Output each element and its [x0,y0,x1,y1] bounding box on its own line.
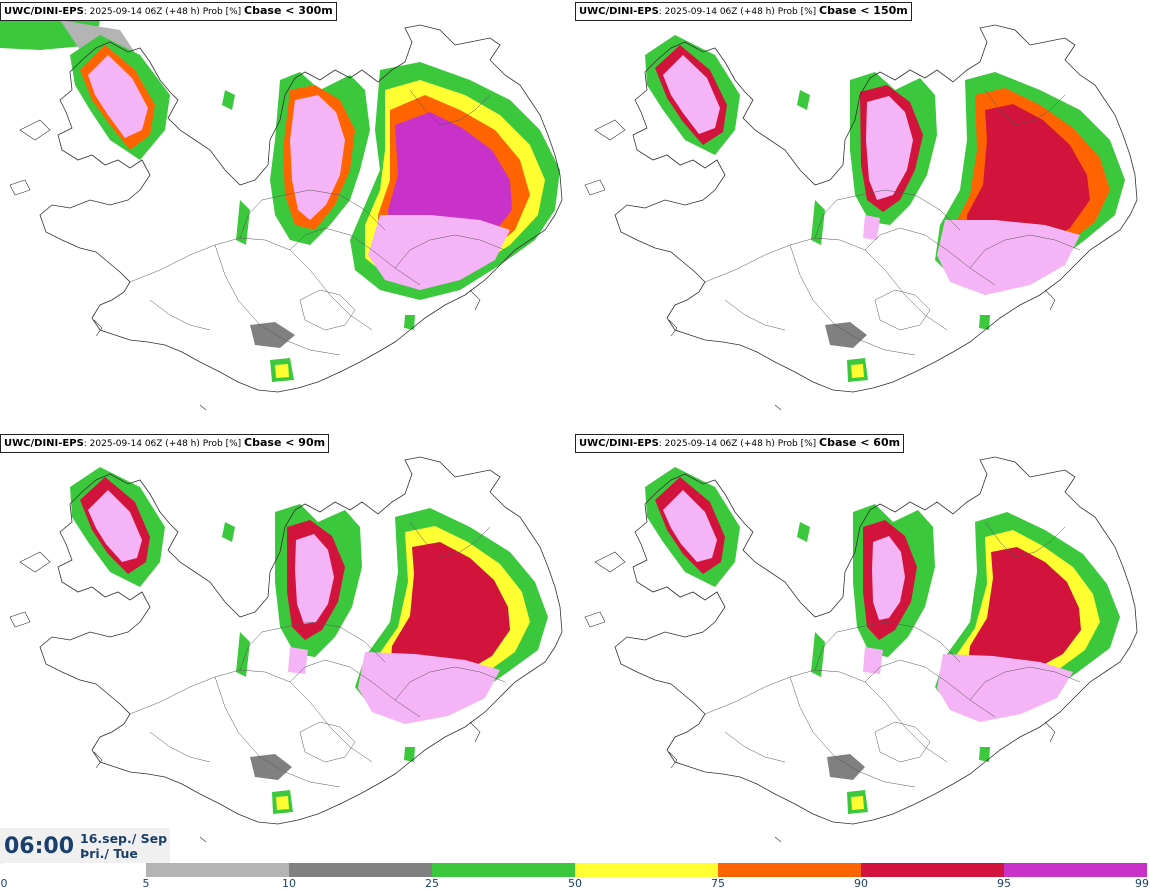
valid-date: 16.sep./ Sep [80,831,168,846]
colorbar-tick-label: 90 [854,877,868,890]
probability-map [584,456,1138,843]
colorbar-segment [718,863,861,877]
probability-contours [0,15,560,382]
model-name: UWC/DINI-EPS [579,438,659,449]
map-panel-cbase-90m: UWC/DINI-EPS: 2025-09-14 06Z (+48 h) Pro… [0,432,575,862]
probability-map [584,24,1138,411]
probability-contours [70,467,548,814]
cloud-base-threshold: Cbase < 150m [819,4,908,17]
colorbar-tick-label: 25 [425,877,439,890]
colorbar-segment [1004,863,1147,877]
map-panel-cbase-150m: UWC/DINI-EPS: 2025-09-14 06Z (+48 h) Pro… [575,0,1150,430]
colorbar-tick-label: 5 [142,877,150,890]
model-name: UWC/DINI-EPS [579,6,659,17]
probability-map [0,15,563,411]
colorbar-segment [3,863,146,877]
probability-map [9,456,563,843]
model-name: UWC/DINI-EPS [4,438,84,449]
colorbar-tick-label: 0 [0,877,8,890]
panel-title: UWC/DINI-EPS: 2025-09-14 06Z (+48 h) Pro… [575,2,912,21]
colorbar-segment [861,863,1004,877]
valid-weekday: Þri./ Tue [80,846,138,861]
colorbar-segment [289,863,432,877]
colorbar-segment [432,863,575,877]
map-panel-cbase-60m: UWC/DINI-EPS: 2025-09-14 06Z (+48 h) Pro… [575,432,1150,862]
run-info: : 2025-09-14 06Z (+48 h) Prob [%] [658,7,817,17]
colorbar-tick-label: 50 [568,877,582,890]
panel-title: UWC/DINI-EPS: 2025-09-14 06Z (+48 h) Pro… [575,434,905,453]
probability-contours [645,35,1125,382]
probability-colorbar [0,863,1150,877]
colorbar-tick-label: 99 [1135,877,1149,890]
cloud-base-threshold: Cbase < 60m [819,436,901,449]
colorbar-segment [575,863,718,877]
valid-time-clock: 06:00 [4,834,75,859]
cloud-base-threshold: Cbase < 300m [244,4,333,17]
run-info: : 2025-09-14 06Z (+48 h) Prob [%] [83,7,242,17]
model-name: UWC/DINI-EPS [4,6,84,17]
cloud-base-threshold: Cbase < 90m [244,436,326,449]
panel-title: UWC/DINI-EPS: 2025-09-14 06Z (+48 h) Pro… [0,434,330,453]
panel-title: UWC/DINI-EPS: 2025-09-14 06Z (+48 h) Pro… [0,2,337,21]
run-info: : 2025-09-14 06Z (+48 h) Prob [%] [658,439,817,449]
run-info: : 2025-09-14 06Z (+48 h) Prob [%] [83,439,242,449]
colorbar-tick-label: 95 [997,877,1011,890]
map-panel-cbase-300m: UWC/DINI-EPS: 2025-09-14 06Z (+48 h) Pro… [0,0,575,430]
colorbar-tick-label: 75 [711,877,725,890]
colorbar-tick-label: 10 [282,877,296,890]
probability-contours [645,467,1120,814]
valid-time-box: 06:00 16.sep./ Sep Þri./ Tue [0,828,170,864]
colorbar-segment [146,863,289,877]
